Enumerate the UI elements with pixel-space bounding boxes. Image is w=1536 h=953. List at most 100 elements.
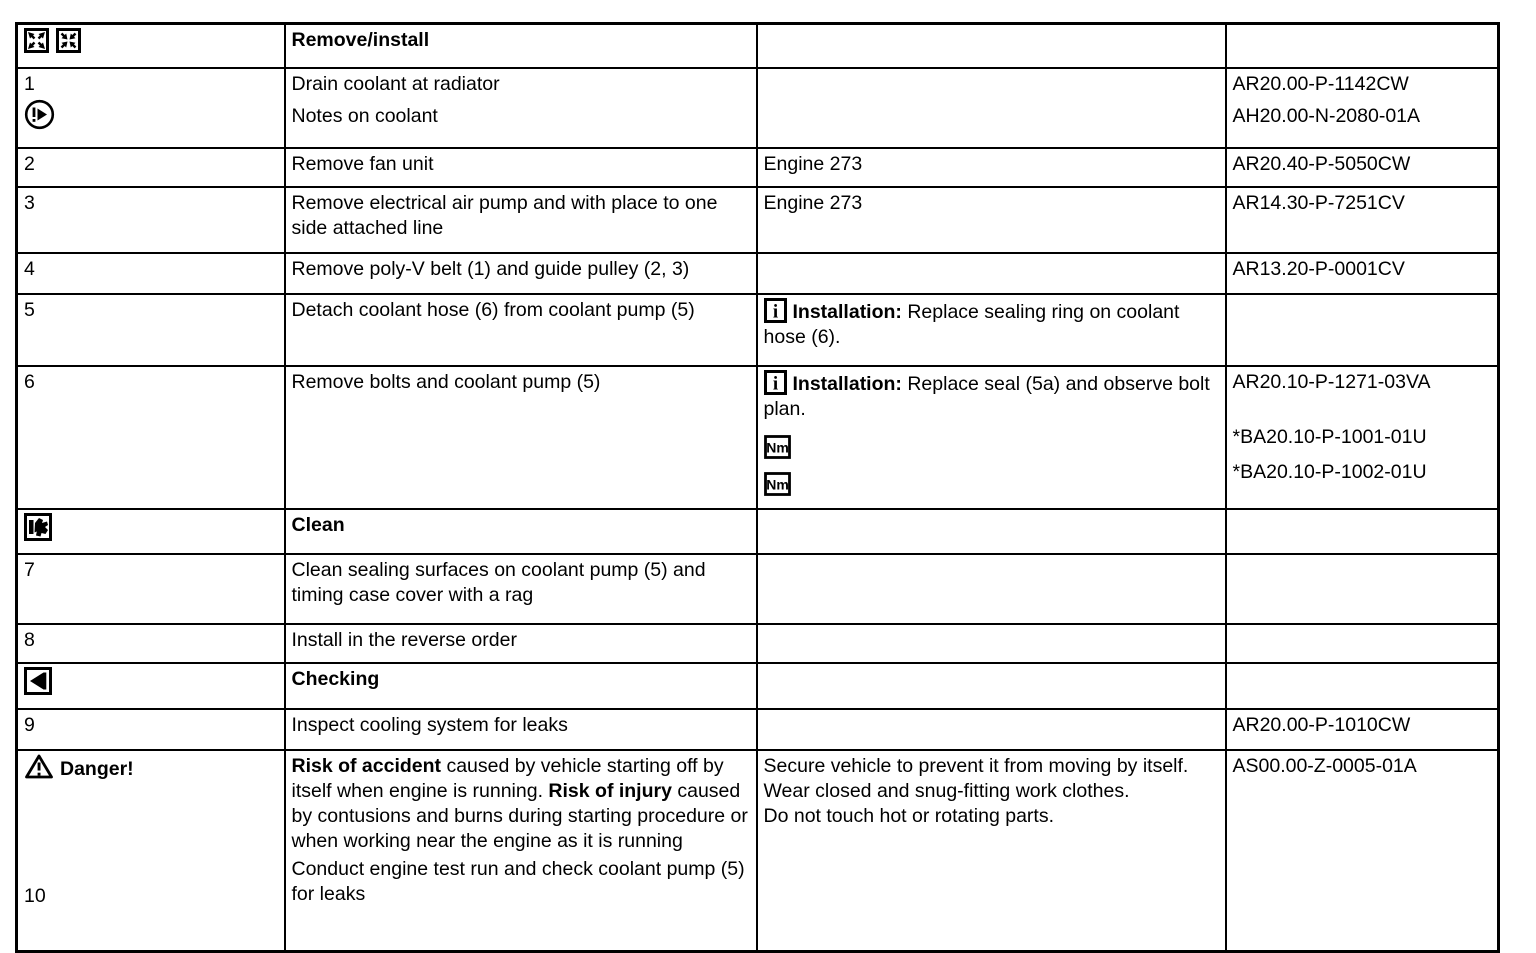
symbol-cell: Danger! 10: [15, 749, 286, 953]
document-cell: [1224, 662, 1500, 710]
text-line: Clean: [292, 513, 750, 538]
text-run: Conduct engine test run and check coolan…: [291, 858, 745, 905]
document-code[interactable]: AR20.40-P-5050CW: [1232, 153, 1411, 175]
text-run: 3: [24, 192, 35, 214]
warning-icon: [24, 754, 54, 780]
document-code[interactable]: *BA20.10-P-1001-01U: [1232, 426, 1427, 448]
document-cell: AS00.00-Z-0005-01A: [1224, 749, 1500, 953]
document-code[interactable]: *BA20.10-P-1002-01U: [1232, 461, 1427, 483]
note-cell: Engine 273: [755, 186, 1227, 254]
text-line: Remove poly-V belt (1) and guide pulley …: [292, 257, 750, 282]
text-run: Remove bolts and coolant pump (5): [291, 371, 601, 393]
document-code[interactable]: AR20.00-P-1010CW: [1232, 714, 1411, 736]
document-code[interactable]: AR13.20-P-0001CV: [1232, 258, 1405, 280]
text-run: Engine 273: [763, 192, 863, 214]
procedure-cell: Inspect cooling system for leaks: [283, 708, 758, 751]
text-run: Drain coolant at radiator: [291, 73, 500, 95]
svg-text:i: i: [772, 374, 777, 395]
note-cell: [755, 252, 1227, 295]
text-run: 10: [24, 885, 46, 907]
text-run: Remove electrical air pump and with plac…: [291, 192, 718, 239]
procedure-cell: Install in the reverse order: [283, 623, 758, 664]
document-cell: [1224, 508, 1500, 555]
collapse-icon[interactable]: [56, 28, 81, 53]
text-line: Remove fan unit: [292, 152, 750, 177]
document-code[interactable]: AR20.10-P-1271-03VA: [1232, 371, 1431, 393]
symbol-cell: 2: [15, 147, 286, 188]
document-code[interactable]: AH20.00-N-2080-01A: [1232, 105, 1421, 127]
text-line: Risk of accident caused by vehicle start…: [292, 754, 750, 854]
text-line: Danger!: [24, 754, 278, 782]
text-line: Install in the reverse order: [292, 628, 750, 653]
text-run: Risk of injury: [548, 780, 672, 802]
text-line: Nm: [763, 435, 1219, 461]
text-line: Engine 273: [764, 152, 1219, 177]
text-run: caused by vehicle starting off by itself…: [291, 755, 724, 802]
procedure-cell: Remove poly-V belt (1) and guide pulley …: [283, 252, 758, 295]
text-line: Detach coolant hose (6) from coolant pum…: [292, 298, 750, 323]
symbol-cell: [15, 508, 286, 555]
procedure-table-body: Remove/install 1 Drain coolant at radiator…: [15, 22, 1500, 953]
text-run: Detach coolant hose (6) from coolant pum…: [291, 299, 695, 321]
info-icon: i: [763, 370, 787, 395]
text-line: [24, 99, 278, 132]
note-arrow-icon: [24, 99, 55, 130]
text-line: Clean sealing surfaces on coolant pump (…: [292, 558, 750, 608]
symbol-cell: 1: [15, 67, 286, 149]
document-code[interactable]: AR20.00-P-1142CW: [1232, 73, 1409, 95]
symbol-cell: 5: [15, 293, 286, 367]
table-row: 2 Remove fan unit Engine 273 AR20.40-P-5050…: [15, 147, 1500, 188]
text-line: [24, 28, 278, 55]
text-run: Danger!: [60, 758, 134, 780]
document-code[interactable]: AR14.30-P-7251CV: [1232, 192, 1405, 214]
section-row: Remove/install: [15, 22, 1500, 69]
text-line: Secure vehicle to prevent it from moving…: [764, 754, 1219, 779]
text-run: Notes on coolant: [291, 105, 438, 127]
table-row: 3 Remove electrical air pump and with pla…: [15, 186, 1500, 254]
text-run: Remove/install: [291, 29, 430, 51]
text-line: Do not touch hot or rotating parts.: [764, 804, 1219, 829]
text-line: Nm: [763, 472, 1219, 498]
text-line: 10: [24, 884, 278, 909]
text-line: Remove/install: [292, 28, 750, 53]
text-run: Replace seal (5a) and observe bolt plan.: [763, 373, 1210, 420]
text-run: Inspect cooling system for leaks: [291, 714, 568, 736]
text-line: 1: [24, 72, 278, 97]
symbol-cell: 4: [15, 252, 286, 295]
symbol-cell: 8: [15, 623, 286, 664]
text-line: 6: [24, 370, 278, 395]
document-code[interactable]: AS00.00-Z-0005-01A: [1232, 755, 1417, 777]
text-run: Remove poly-V belt (1) and guide pulley …: [291, 258, 690, 280]
text-run: 4: [24, 258, 35, 280]
note-cell: i Installation: Replace sealing ring on c…: [755, 293, 1227, 367]
expand-icon[interactable]: [24, 28, 49, 53]
document-cell: AR13.20-P-0001CV: [1224, 252, 1500, 295]
text-run: Installation:: [792, 373, 902, 395]
procedure-cell: Remove bolts and coolant pump (5): [283, 365, 758, 510]
text-run: 2: [24, 153, 35, 175]
section-row: Checking: [15, 662, 1500, 710]
text-run: Checking: [291, 668, 380, 690]
clean-icon: [24, 513, 52, 541]
symbol-cell: [15, 662, 286, 710]
symbol-cell: 3: [15, 186, 286, 254]
text-line: Remove bolts and coolant pump (5): [292, 370, 750, 395]
text-line: 4: [24, 257, 278, 282]
document-cell: AR14.30-P-7251CV: [1224, 186, 1500, 254]
text-run: Remove fan unit: [291, 153, 434, 175]
section-row: Clean: [15, 508, 1500, 555]
text-line: Remove electrical air pump and with plac…: [292, 191, 750, 241]
procedure-cell: Clean: [283, 508, 758, 555]
procedure-table: Remove/install 1 Drain coolant at radiator…: [15, 22, 1500, 953]
text-run: Do not touch hot or rotating parts.: [763, 805, 1055, 827]
text-run: 1: [24, 73, 35, 95]
info-icon: i: [763, 298, 787, 323]
text-line: 8: [24, 628, 278, 653]
text-line: [24, 667, 278, 697]
table-row: 1 Drain coolant at radiator Notes on coola…: [15, 67, 1500, 149]
text-run: 5: [24, 299, 35, 321]
document-cell: AR20.40-P-5050CW: [1224, 147, 1500, 188]
document-cell: [1224, 553, 1500, 625]
table-row: 6 Remove bolts and coolant pump (5) i Insta…: [15, 365, 1500, 510]
symbol-cell: 7: [15, 553, 286, 625]
